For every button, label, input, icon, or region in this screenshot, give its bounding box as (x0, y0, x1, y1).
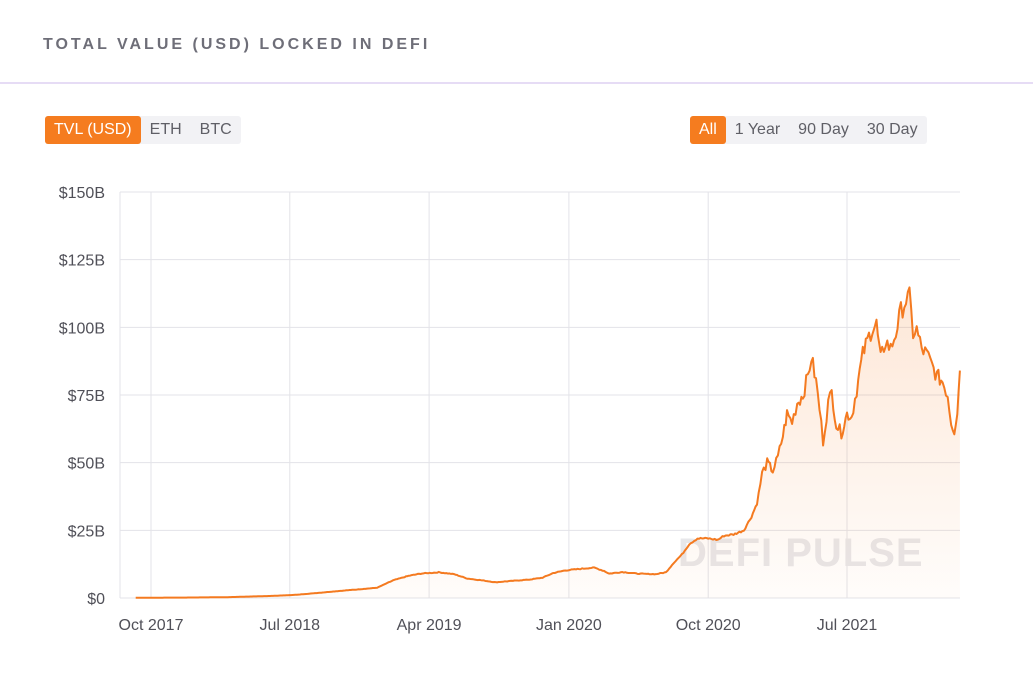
y-tick-label: $75B (68, 388, 105, 405)
x-tick-label: Oct 2020 (676, 617, 741, 634)
tab-btc[interactable]: BTC (199, 121, 232, 138)
x-tick-label: Apr 2019 (397, 617, 462, 634)
grid-lines (119, 191, 960, 599)
series-marks (135, 286, 961, 599)
metric-switcher: TVL (USD) ETH BTC (45, 116, 241, 144)
range-switcher: All 1 Year 90 Day 30 Day (690, 116, 927, 144)
range-90-day[interactable]: 90 Day (798, 121, 849, 138)
range-30-day[interactable]: 30 Day (866, 121, 918, 138)
y-tick-label: $150B (59, 185, 105, 202)
x-tick-label: Jul 2021 (817, 617, 878, 634)
y-tick-label: $25B (68, 523, 105, 540)
page-header: TOTAL VALUE (USD) LOCKED IN DEFI (0, 0, 1033, 84)
x-tick-label: Oct 2017 (119, 617, 184, 634)
x-axis: Oct 2017 Jul 2018 Apr 2019 Jan 2020 Oct 2020… (119, 617, 878, 634)
page-title: TOTAL VALUE (USD) LOCKED IN DEFI (43, 36, 431, 53)
x-tick-label: Jan 2020 (536, 617, 602, 634)
tvl-area-fill (135, 287, 960, 598)
tvl-series-line[interactable] (135, 286, 961, 599)
range-1-year[interactable]: 1 Year (734, 121, 781, 138)
y-tick-label: $100B (59, 320, 105, 337)
y-axis: $0 $25B $50B $75B $100B $125B $150B (59, 185, 105, 608)
tab-eth[interactable]: ETH (149, 121, 182, 138)
tab-tvl-usd[interactable]: TVL (USD) (45, 116, 141, 144)
y-tick-label: $125B (59, 253, 105, 270)
x-tick-label: Jul 2018 (260, 617, 321, 634)
y-tick-label: $50B (68, 456, 105, 473)
tvl-area-chart: DEFI PULSE $0$25B$50B$75B$100B$125B$150B… (59, 185, 961, 634)
y-tick-label: $0 (87, 591, 105, 608)
range-all[interactable]: All (690, 116, 726, 144)
